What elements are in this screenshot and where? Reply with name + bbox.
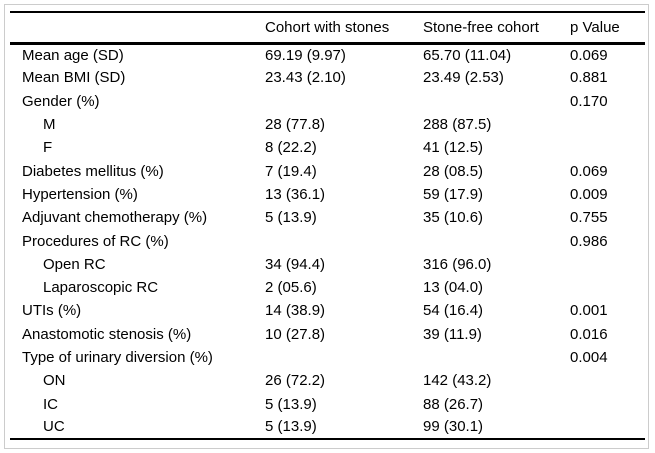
stones-value: 2 (05.6)	[265, 279, 317, 297]
p-value	[570, 113, 645, 136]
p-value: 0.004	[570, 349, 608, 366]
stones-value: 8 (22.2)	[265, 139, 317, 157]
stones-value	[265, 346, 423, 369]
table-row: Laparoscopic RC 2 (05.6) 13 (04.0)	[10, 276, 645, 299]
row-label: UC	[43, 418, 65, 436]
row-label: Mean BMI (SD)	[22, 69, 126, 87]
p-value: 0.069	[570, 46, 608, 64]
p-value: 0.881	[570, 69, 608, 87]
table-row: Mean age (SD) 69.19 (9.97) 65.70 (11.04)…	[10, 43, 645, 66]
row-label: Adjuvant chemotherapy (%)	[22, 209, 208, 227]
row-label: Diabetes mellitus (%)	[22, 162, 164, 180]
header-cohort-with-stones: Cohort with stones	[265, 12, 423, 45]
p-value: 0.016	[570, 325, 608, 343]
stones-value: 13 (36.1)	[265, 185, 326, 203]
table-row: Gender (%) 0.170	[10, 90, 645, 113]
stone-free-value: 28 (08.5)	[423, 162, 484, 180]
row-label: F	[43, 139, 53, 157]
stone-free-value: 142 (43.2)	[423, 372, 492, 390]
stone-free-value: 65.70 (11.04)	[423, 46, 512, 64]
table-row: ON 26 (72.2) 142 (43.2)	[10, 369, 645, 392]
p-value	[570, 253, 645, 276]
table-row: Adjuvant chemotherapy (%) 5 (13.9) 35 (1…	[10, 206, 645, 229]
row-label: Mean age (SD)	[22, 46, 124, 64]
p-value	[570, 392, 645, 415]
p-value: 0.009	[570, 185, 608, 203]
stones-value: 10 (27.8)	[265, 325, 326, 343]
p-value	[570, 416, 645, 439]
cohort-comparison-table: Cohort with stones Stone-free cohort p V…	[10, 11, 645, 441]
stone-free-value	[423, 90, 570, 113]
stone-free-value: 288 (87.5)	[423, 116, 492, 134]
stone-free-value: 41 (12.5)	[423, 139, 484, 157]
row-label: ON	[43, 372, 66, 390]
table-row: IC 5 (13.9) 88 (26.7)	[10, 392, 645, 415]
row-label: M	[43, 116, 56, 134]
stones-value: 14 (38.9)	[265, 302, 326, 320]
table-header: Cohort with stones Stone-free cohort p V…	[10, 12, 645, 45]
table-row: Diabetes mellitus (%) 7 (19.4) 28 (08.5)…	[10, 159, 645, 182]
table-row: Type of urinary diversion (%) 0.004	[10, 346, 645, 369]
header-p-value: p Value	[570, 12, 645, 45]
stones-value: 28 (77.8)	[265, 116, 326, 134]
stone-free-value: 35 (10.6)	[423, 209, 484, 227]
table-row: Hypertension (%) 13 (36.1) 59 (17.9) 0.0…	[10, 183, 645, 206]
stone-free-value: 59 (17.9)	[423, 185, 484, 203]
p-value	[570, 136, 645, 159]
stone-free-value: 99 (30.1)	[423, 418, 484, 436]
stone-free-value: 316 (96.0)	[423, 255, 492, 273]
stones-value: 5 (13.9)	[265, 395, 317, 413]
stones-value: 23.43 (2.10)	[265, 69, 346, 87]
p-value	[570, 369, 645, 392]
stone-free-value: 39 (11.9)	[423, 325, 482, 343]
header-row: Cohort with stones Stone-free cohort p V…	[10, 12, 645, 45]
table-row: Open RC 34 (94.4) 316 (96.0)	[10, 253, 645, 276]
header-empty	[10, 12, 265, 45]
stones-value	[265, 90, 423, 113]
p-value: 0.001	[570, 302, 608, 320]
table-row: Anastomotic stenosis (%) 10 (27.8) 39 (1…	[10, 323, 645, 346]
row-label: Anastomotic stenosis (%)	[22, 325, 192, 343]
row-label: Open RC	[43, 255, 106, 273]
stone-free-value: 23.49 (2.53)	[423, 69, 504, 87]
stones-value: 5 (13.9)	[265, 209, 317, 227]
row-label: Type of urinary diversion (%)	[22, 349, 213, 366]
table-row: Procedures of RC (%) 0.986	[10, 229, 645, 252]
table-row: M 28 (77.8) 288 (87.5)	[10, 113, 645, 136]
table-frame	[4, 4, 649, 449]
stones-value	[265, 229, 423, 252]
p-value: 0.755	[570, 209, 608, 227]
stones-value: 34 (94.4)	[265, 255, 326, 273]
p-value: 0.986	[570, 232, 608, 250]
row-label: IC	[43, 395, 58, 413]
p-value: 0.069	[570, 162, 608, 180]
stone-free-value: 13 (04.0)	[423, 279, 484, 297]
p-value: 0.170	[570, 92, 608, 110]
row-label: Gender (%)	[22, 92, 100, 110]
row-label: Hypertension (%)	[22, 185, 138, 203]
stones-value: 26 (72.2)	[265, 372, 326, 390]
stones-value: 69.19 (9.97)	[265, 46, 346, 64]
row-label: UTIs (%)	[22, 302, 82, 320]
stone-free-value: 54 (16.4)	[423, 302, 484, 320]
stones-value: 7 (19.4)	[265, 162, 317, 180]
p-value	[570, 276, 645, 299]
row-label: Procedures of RC (%)	[22, 232, 169, 250]
row-label: Laparoscopic RC	[43, 279, 159, 297]
stone-free-value	[423, 346, 570, 369]
table-row: Mean BMI (SD) 23.43 (2.10) 23.49 (2.53) …	[10, 66, 645, 89]
table-row: UC 5 (13.9) 99 (30.1)	[10, 416, 645, 439]
table-row: UTIs (%) 14 (38.9) 54 (16.4) 0.001	[10, 299, 645, 322]
stones-value: 5 (13.9)	[265, 418, 317, 436]
header-stone-free-cohort: Stone-free cohort	[423, 12, 570, 45]
stone-free-value: 88 (26.7)	[423, 395, 484, 413]
table-body: Mean age (SD) 69.19 (9.97) 65.70 (11.04)…	[10, 43, 645, 439]
stone-free-value	[423, 229, 570, 252]
table-row: F 8 (22.2) 41 (12.5)	[10, 136, 645, 159]
